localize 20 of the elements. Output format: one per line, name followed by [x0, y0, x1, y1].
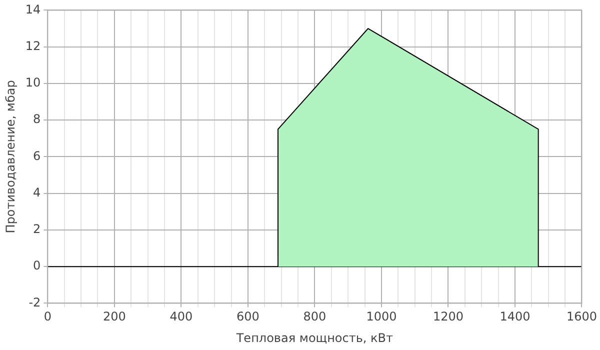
y-tick-label: 10 — [25, 76, 41, 90]
y-axis-title: Противодавление, мбар — [3, 80, 18, 234]
x-tick-label: 0 — [44, 310, 52, 324]
x-tick-label: 400 — [170, 310, 193, 324]
x-tick-label: 1600 — [566, 310, 598, 324]
x-tick-label: 1000 — [366, 310, 397, 324]
y-tick-label: 6 — [33, 148, 41, 163]
x-tick-label: 800 — [303, 310, 326, 324]
y-tick-label: 0 — [33, 258, 41, 273]
y-tick-label: 4 — [33, 185, 41, 200]
y-tick-label: 2 — [33, 222, 41, 236]
x-tick-label: 1400 — [500, 310, 530, 324]
x-tick-label: 600 — [236, 310, 260, 324]
y-tick-label: 14 — [25, 2, 41, 16]
x-tick-label: 200 — [102, 310, 126, 324]
x-tick-label: 1200 — [432, 310, 464, 324]
y-tick-label: 8 — [33, 112, 41, 126]
y-tick-label: -2 — [28, 295, 41, 310]
y-tick-label: 12 — [25, 38, 41, 53]
x-axis-title: Тепловая мощность, кВт — [235, 330, 394, 345]
